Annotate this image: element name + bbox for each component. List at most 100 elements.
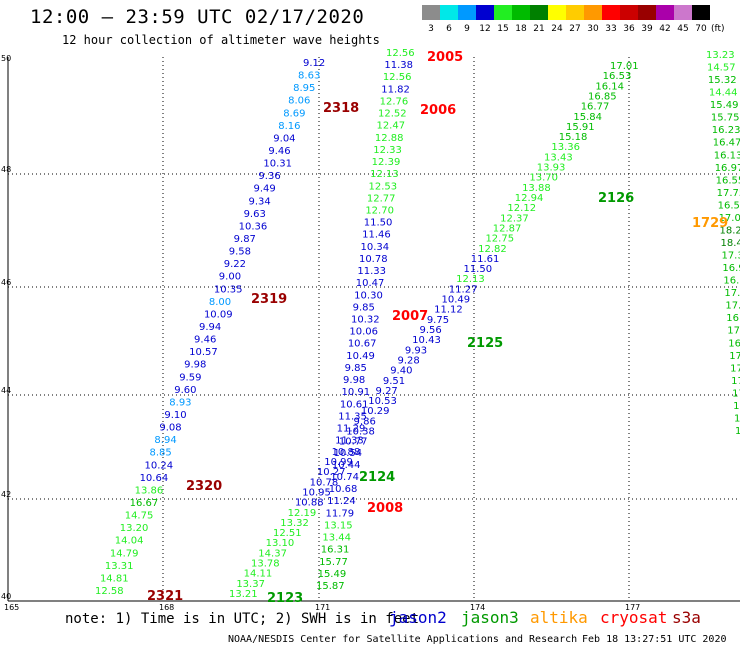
wave-height-value: 10.95 [302, 487, 331, 498]
wave-height-value: 12.75 [485, 234, 514, 245]
wave-height-value: 18.49 [721, 238, 740, 249]
wave-height-value: 10.24 [145, 460, 174, 471]
colorbar-label: 33 [605, 24, 616, 34]
wave-height-value: 11.82 [381, 84, 410, 95]
wave-height-value: 10.88 [295, 498, 324, 509]
lat-label: 50 [1, 54, 11, 63]
wave-height-value: 16.47 [713, 138, 740, 149]
wave-height-value: 9.22 [224, 259, 246, 270]
wave-height-value: 9.28 [398, 355, 420, 366]
wave-height-value: 10.54 [334, 448, 363, 459]
wave-height-value: 15.87 [316, 581, 345, 592]
wave-height-value: 16.14 [595, 81, 624, 92]
colorbar-swatch [494, 5, 512, 20]
wave-height-value: 17.56 [730, 363, 740, 374]
wave-height-value: 10.31 [263, 159, 292, 170]
map-subtitle: 12 hour collection of altimeter wave hei… [62, 33, 380, 47]
wave-height-value: 10.67 [348, 339, 377, 350]
wave-height-value: 12.47 [376, 121, 405, 132]
wave-height-value: 16.78 [723, 276, 740, 287]
wave-height-value: 13.10 [266, 538, 295, 549]
wave-height-value: 10.36 [239, 221, 268, 232]
wave-height-value: 10.78 [359, 254, 388, 265]
lon-label: 171 [315, 603, 330, 612]
wave-height-value: 8.94 [154, 435, 176, 446]
colorbar-swatch [530, 5, 548, 20]
wave-height-value: 16.13 [714, 150, 740, 161]
wave-height-value: 13.78 [251, 559, 280, 570]
pass-time-label: 2321 [147, 589, 183, 604]
wave-height-value: 12.94 [515, 193, 544, 204]
wave-height-value: 8.93 [169, 397, 191, 408]
wave-height-value: 12.56 [383, 72, 412, 83]
wave-height-value: 9.34 [249, 196, 271, 207]
wave-height-value: 14.81 [100, 573, 129, 584]
wave-height-value: 10.35 [214, 284, 243, 295]
wave-height-value: 15.84 [573, 112, 602, 123]
wave-height-value: 16.56 [718, 200, 740, 211]
legend-cryosat: cryosat [600, 608, 668, 627]
legend-s3a: s3a [672, 608, 701, 627]
wave-height-value: 11.38 [384, 60, 413, 71]
wave-height-value: 9.98 [343, 375, 365, 386]
wave-height-value: 17.47 [724, 288, 740, 299]
pass-time-label: 2123 [267, 591, 303, 606]
track-2318-2321: 9.128.638.958.068.698.169.049.4610.319.3… [95, 58, 325, 597]
colorbar-label: 27 [569, 24, 580, 34]
wave-height-value: 12.33 [373, 145, 402, 156]
wave-height-value: 9.85 [345, 363, 367, 374]
lon-label: 174 [470, 603, 485, 612]
footer-note: note: 1) Time is in UTC; 2) SWH is in fe… [65, 611, 420, 627]
wave-height-value: 12.13 [370, 169, 399, 180]
wave-height-value: 17.75 [717, 188, 740, 199]
wave-height-value: 10.09 [204, 309, 233, 320]
wave-height-value: 11.33 [357, 266, 386, 277]
lat-label: 46 [1, 278, 11, 287]
colorbar-swatch [620, 5, 638, 20]
pass-time-label: 2126 [598, 191, 634, 206]
wave-height-value: 12.77 [367, 193, 396, 204]
wave-height-value: 12.76 [380, 96, 409, 107]
wave-height-value: 16. [734, 413, 740, 424]
wave-height-value: 14.44 [709, 88, 738, 99]
pass-time-label: 2320 [186, 479, 222, 494]
pass-time-label: 2006 [420, 103, 456, 118]
colorbar-label: 9 [464, 24, 470, 34]
wave-height-value: 10.78 [310, 477, 339, 488]
wave-height-value: 12.52 [378, 109, 407, 120]
wave-height-value: 11.29 [337, 424, 366, 435]
pass-time-label: 1729 [692, 216, 728, 231]
wave-height-value: 11.46 [362, 230, 391, 241]
wave-height-value: 11.24 [327, 496, 356, 507]
wave-height-value: 10.38 [346, 427, 375, 438]
wave-height-value: 17.33 [721, 251, 740, 262]
legend-altika: altika [530, 608, 588, 627]
wave-height-value: 9.63 [244, 209, 266, 220]
wave-height-value: 12.56 [386, 48, 415, 59]
colorbar-swatch [512, 5, 530, 20]
wave-height-value: 8.85 [149, 448, 171, 459]
wave-height-value: 15.18 [559, 132, 588, 143]
colorbar-swatch [692, 5, 710, 20]
colorbar-label: 36 [623, 24, 635, 34]
wave-height-value: 9.08 [159, 423, 181, 434]
wave-height-value: 17.31 [729, 351, 740, 362]
wave-height-value: 14.37 [258, 548, 287, 559]
wave-height-value: 17.05 [725, 301, 740, 312]
wave-height-value: 16.85 [588, 91, 617, 102]
colorbar-label: 70 [695, 24, 707, 34]
wave-height-value: 10.57 [189, 347, 218, 358]
wave-height-value: 14.75 [125, 511, 154, 522]
wave-height-value: 10.43 [412, 335, 441, 346]
legend-jason2: jason2 [389, 608, 447, 627]
generation-timestamp: Feb 18 13:27:51 UTC 2020 [582, 634, 727, 645]
wave-height-value: 13.31 [105, 561, 134, 572]
lat-label: 42 [1, 490, 11, 499]
wave-height-value: 14.11 [244, 569, 273, 580]
colorbar-swatch [458, 5, 476, 20]
wave-height-value: 12.88 [375, 133, 404, 144]
wave-height-value: 10.32 [351, 315, 380, 326]
colorbar-swatch [566, 5, 584, 20]
colorbar-unit: (ft) [711, 24, 725, 34]
